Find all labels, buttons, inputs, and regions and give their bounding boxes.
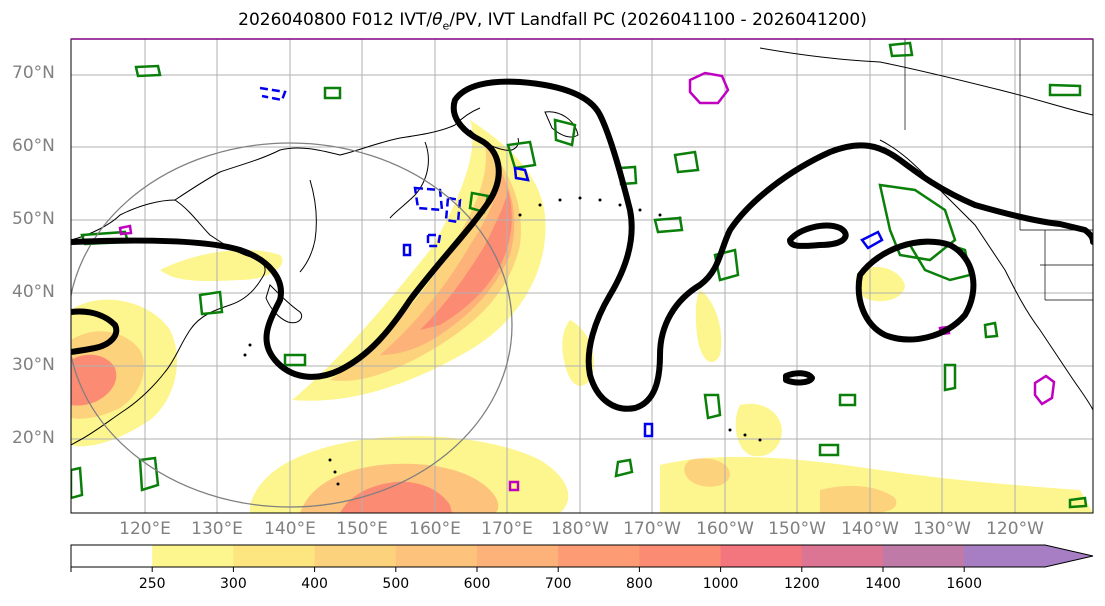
lon-label-130w: 130°W [913,519,971,539]
lon-label-150w: 150°W [768,519,826,539]
landfall-pc-contours [118,71,1056,492]
pv-negative-contours [259,86,884,438]
lon-label-150e: 150°E [336,519,388,539]
lon-label-120w: 120°W [986,519,1044,539]
ivt-shading [71,120,1093,513]
colorbar-tick-label: 250 [138,576,166,592]
colorbar-tick-label: 400 [301,576,328,592]
islands [243,196,762,486]
lon-label-140e: 140°E [264,519,316,539]
lon-label-160e: 160°E [409,519,461,539]
colorbar-tick-label: 1600 [946,576,983,592]
colorbar-tick-label: 700 [544,576,572,592]
theta-e-contours [71,78,1093,412]
colorbar-tick-label: 800 [626,576,653,592]
lon-label-130e: 130°E [191,519,243,539]
lon-label-180w: 180°W [551,519,609,539]
chart-title: 2026040800 F012 IVT/θe/PV, IVT Landfall … [238,10,867,33]
colorbar-tick-label: 500 [382,576,410,592]
pv-contours [71,41,1088,509]
lat-label-40n: 40°N [12,282,55,302]
lon-label-170e: 170°E [481,519,533,539]
lat-label-30n: 30°N [12,355,55,375]
radius-circle [71,142,513,508]
lon-label-170w: 170°W [623,519,681,539]
gridlines [71,39,1093,513]
lon-label-140w: 140°W [841,519,899,539]
colorbar-tick-label: 600 [463,576,491,592]
colorbar-tick-label: 300 [220,576,247,592]
lat-label-70n: 70°N [12,63,55,83]
colorbar-tick-label: 1400 [865,576,901,592]
colorbar-tick-label: 1200 [783,576,820,592]
lon-label-120e: 120°E [119,519,171,539]
lat-label-20n: 20°N [12,428,55,448]
lat-label-60n: 60°N [12,136,55,156]
lat-label-50n: 50°N [12,209,55,229]
lon-label-160w: 160°W [696,519,754,539]
colorbar-tick-label: 1000 [702,576,739,592]
